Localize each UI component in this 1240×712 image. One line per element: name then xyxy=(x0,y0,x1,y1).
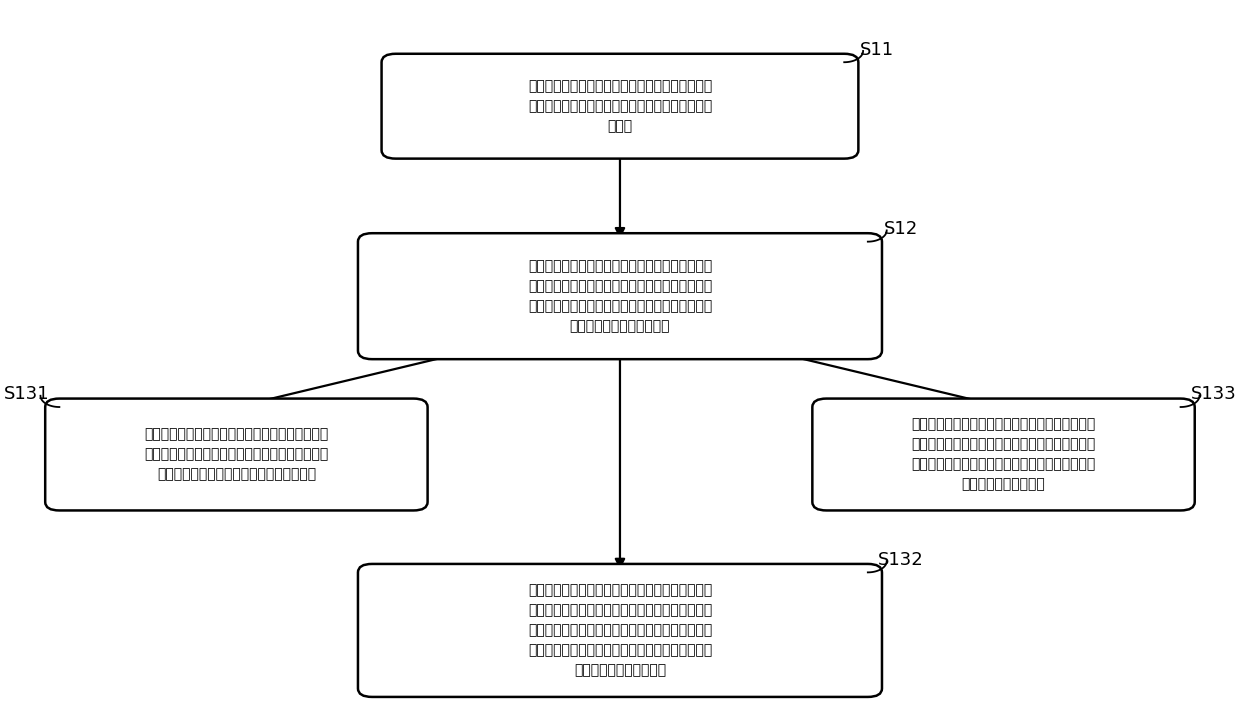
Text: 接收网络切片子网分配请求，将网络切片子网分配
请求中的网络切片的能力需求转换为网络切片子网
的标签: 接收网络切片子网分配请求，将网络切片子网分配 请求中的网络切片的能力需求转换为网… xyxy=(528,79,712,133)
Text: S132: S132 xyxy=(878,550,924,569)
Text: 若从网络切片子网池中没有选择到与转换的网络切
片子网的标签相匹配的网络切片子网，则新建一个
网络切片子网并响应网络切片子网分配请求: 若从网络切片子网池中没有选择到与转换的网络切 片子网的标签相匹配的网络切片子网，… xyxy=(144,427,329,481)
Text: S131: S131 xyxy=(4,385,50,404)
Text: S11: S11 xyxy=(861,41,894,58)
FancyBboxPatch shape xyxy=(382,54,858,159)
FancyBboxPatch shape xyxy=(358,234,882,359)
Text: 若从网络切片子网池中选择到多个与转换的网络切
片子网的标签相匹配的网络切片子网，则根据已设
置的自动选择策略选择出一个网络切片子网并响应
网络切片子网分配请求: 若从网络切片子网池中选择到多个与转换的网络切 片子网的标签相匹配的网络切片子网，… xyxy=(911,417,1096,491)
Text: S12: S12 xyxy=(884,220,918,238)
FancyBboxPatch shape xyxy=(45,399,428,511)
Text: 若从网络切片子网池中选择到一个与转换的网络切
片子网的标签相匹配的网络切片子网，则根据选择
到的网络切片子网的剩余能力是否满足网络切片子
网分配请求中的网络切片: 若从网络切片子网池中选择到一个与转换的网络切 片子网的标签相匹配的网络切片子网，… xyxy=(528,583,712,678)
Text: 根据转换的网络切片子网的标签，从网络切片子网
池中选择出与转换的网络切片子网的标签相匹配的
网络切片子网；其中，网络切片子网池中的网络切
片子网已设置自动选择策: 根据转换的网络切片子网的标签，从网络切片子网 池中选择出与转换的网络切片子网的标… xyxy=(528,259,712,333)
Text: S133: S133 xyxy=(1190,385,1236,404)
FancyBboxPatch shape xyxy=(812,399,1194,511)
FancyBboxPatch shape xyxy=(358,564,882,697)
